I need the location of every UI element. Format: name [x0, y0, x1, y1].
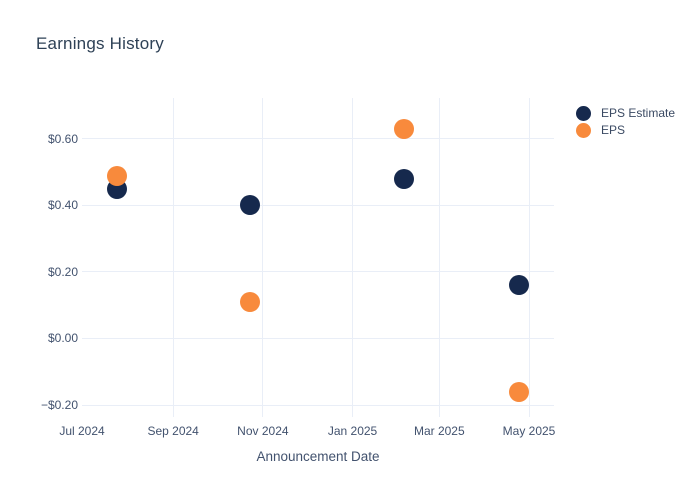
y-gridline: [82, 204, 554, 206]
x-tick-label: Sep 2024: [147, 424, 199, 438]
x-gridline: [262, 98, 264, 417]
x-tick-label: Jul 2024: [59, 424, 105, 438]
legend-label-eps-estimate: EPS Estimate: [601, 106, 676, 120]
x-tick-label: Nov 2024: [237, 424, 289, 438]
y-tick-label: $0.20: [47, 264, 78, 279]
legend: EPS Estimate EPS: [576, 106, 675, 138]
x-tick-label: May 2025: [502, 424, 556, 438]
eps-point[interactable]: [508, 381, 529, 402]
eps-point[interactable]: [239, 291, 260, 312]
x-gridline: [352, 98, 354, 417]
eps-estimate-point[interactable]: [239, 195, 260, 216]
eps-estimate-point[interactable]: [394, 168, 415, 189]
legend-item-eps[interactable]: EPS: [576, 123, 675, 138]
y-tick-label: $0.60: [47, 131, 78, 146]
x-axis-title: Announcement Date: [256, 449, 380, 464]
x-gridline: [438, 98, 440, 417]
y-gridline: [82, 138, 554, 140]
legend-label-eps: EPS: [601, 123, 626, 137]
eps-marker-icon: [576, 123, 591, 138]
x-tick-label: Mar 2025: [413, 424, 465, 438]
y-tick-label: −$0.20: [40, 398, 78, 413]
eps-estimate-point[interactable]: [508, 275, 529, 296]
chart-title: Earnings History: [36, 34, 164, 53]
eps-point[interactable]: [394, 118, 415, 139]
legend-item-eps-estimate[interactable]: EPS Estimate: [576, 106, 675, 121]
y-gridline: [82, 271, 554, 273]
y-gridline: [82, 337, 554, 339]
y-tick-label: $0.40: [47, 198, 78, 213]
eps-estimate-marker-icon: [576, 106, 591, 121]
x-gridline: [528, 98, 530, 417]
eps-point[interactable]: [107, 165, 128, 186]
x-tick-label: Jan 2025: [327, 424, 378, 438]
x-gridline: [172, 98, 174, 417]
y-gridline: [82, 404, 554, 406]
y-tick-label: $0.00: [47, 331, 78, 346]
